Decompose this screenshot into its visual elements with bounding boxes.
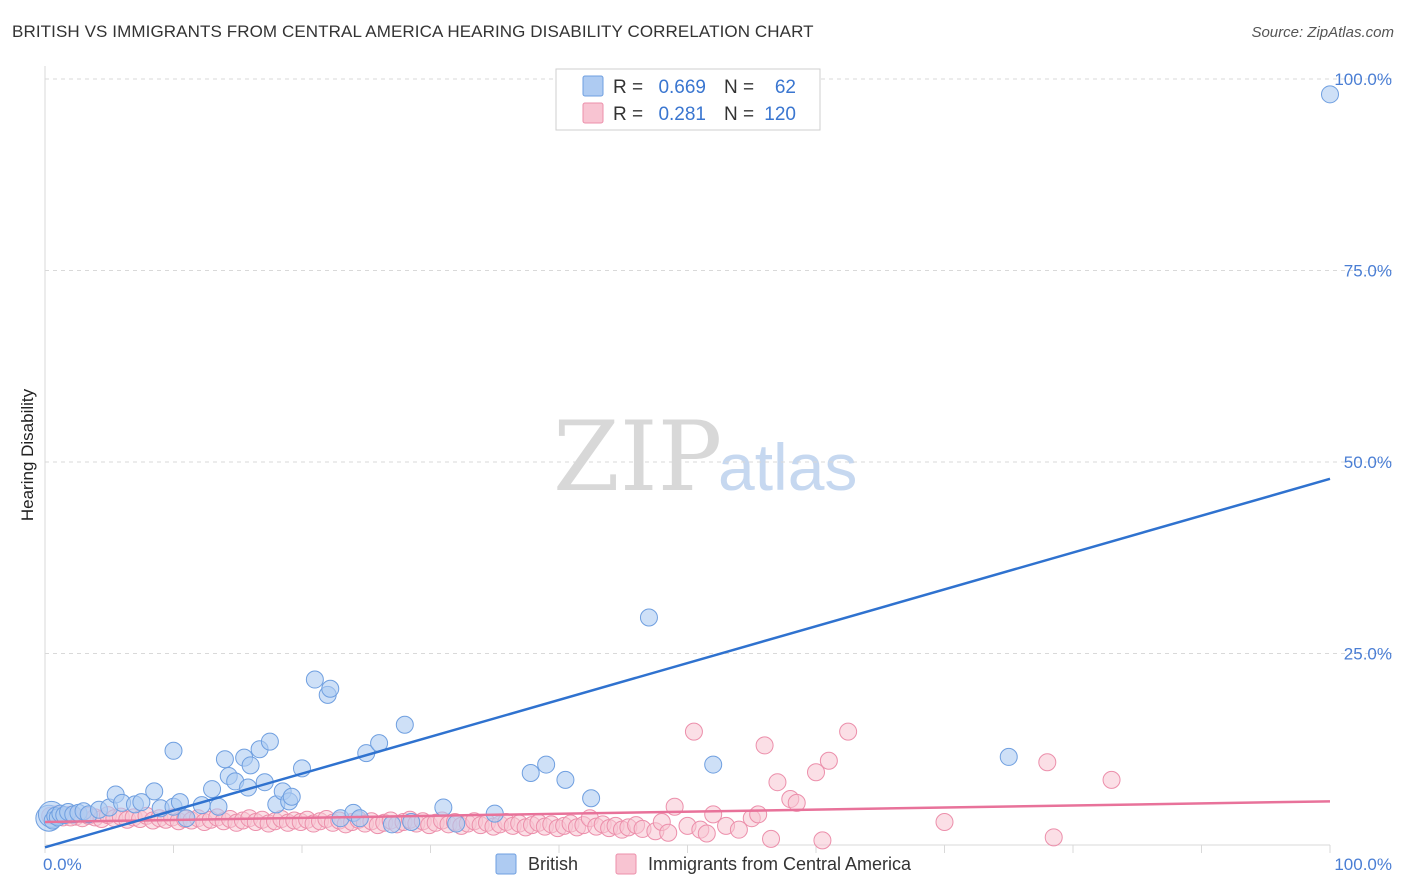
x-tick-labels: 0.0% 100.0% [43, 855, 1392, 874]
immigrants-point [1044, 828, 1063, 847]
bottom-legend-immigrants: Immigrants from Central America [648, 854, 912, 874]
british-point [215, 750, 234, 769]
legend-immigrants-n-value: 120 [764, 104, 796, 125]
chart-title: BRITISH VS IMMIGRANTS FROM CENTRAL AMERI… [12, 22, 814, 41]
y-tick-label-25: 25.0% [1344, 645, 1392, 664]
british-point [209, 797, 228, 816]
british-point [395, 715, 414, 734]
british-point [203, 780, 222, 799]
immigrants-point [787, 793, 806, 812]
immigrants-point [755, 736, 774, 755]
immigrants-point [819, 751, 838, 770]
bottom-legend-swatch-immigrants [615, 853, 637, 875]
british-point [305, 670, 324, 689]
british-point [402, 813, 421, 832]
legend-immigrants-r-label: R = [613, 104, 643, 125]
axes [44, 66, 1331, 853]
x-tick-label-min: 0.0% [43, 855, 82, 874]
immigrants-point [807, 763, 825, 782]
legend-swatch-british [582, 75, 604, 97]
british-point [241, 756, 260, 775]
british-point [447, 814, 466, 833]
immigrants-point [684, 722, 703, 741]
bottom-legend-swatch-british [495, 853, 517, 875]
british-point [132, 793, 151, 812]
immigrants-point [659, 823, 678, 842]
british-point [382, 815, 401, 834]
legend-british-r-value: 0.669 [658, 77, 706, 98]
british-point [999, 747, 1018, 766]
immigrants-point [762, 829, 781, 848]
british-point [556, 770, 575, 789]
immigrants-point [729, 820, 748, 839]
british-point [321, 679, 340, 698]
x-tick-label-max: 100.0% [1334, 855, 1392, 874]
immigrants-point [768, 773, 787, 792]
immigrants-point [697, 824, 716, 843]
british-points [35, 85, 1339, 834]
y-tick-label-75: 75.0% [1344, 262, 1392, 281]
immigrants-point [935, 813, 954, 832]
british-trend-line [44, 477, 1331, 849]
immigrants-point [839, 722, 858, 741]
watermark-zip: ZIP [553, 401, 722, 513]
watermark-atlas: atlas [718, 430, 857, 504]
british-point [704, 755, 723, 774]
bottom-legend-british: British [528, 854, 578, 874]
immigrants-points [41, 722, 1121, 850]
british-point [145, 782, 164, 801]
british-point [260, 732, 279, 751]
british-point [1321, 85, 1339, 104]
trend-lines [44, 477, 1331, 849]
legend-swatch-immigrants [582, 102, 604, 124]
british-point [164, 741, 183, 760]
correlation-legend: R = 0.669 N = 62 R = 0.281 N = 120 [555, 68, 821, 131]
grid-lines [45, 78, 1392, 654]
british-point [282, 787, 301, 806]
legend-immigrants-r-value: 0.281 [658, 104, 706, 125]
source-label: Source: ZipAtlas.com [1251, 24, 1394, 41]
immigrants-point [1102, 770, 1121, 789]
y-tick-labels: 25.0% 50.0% 75.0% 100.0% [1334, 70, 1392, 664]
legend-british-r-label: R = [613, 77, 643, 98]
british-point [177, 809, 196, 828]
british-point [582, 789, 601, 808]
legend-british-n-label: N = [724, 77, 754, 98]
british-point [537, 755, 556, 774]
immigrants-trend-line [44, 800, 1331, 824]
immigrants-point [1038, 753, 1057, 772]
british-point [639, 608, 658, 627]
y-tick-label-50: 50.0% [1344, 453, 1392, 472]
watermark: ZIP atlas [553, 401, 857, 513]
bottom-legend: British Immigrants from Central America [495, 853, 912, 875]
legend-immigrants-n-label: N = [724, 104, 754, 125]
immigrants-point [749, 805, 768, 824]
british-point [521, 763, 540, 782]
immigrants-point [813, 831, 832, 850]
y-tick-label-100: 100.0% [1334, 70, 1392, 89]
british-point [434, 798, 453, 817]
legend-british-n-value: 62 [775, 77, 796, 98]
